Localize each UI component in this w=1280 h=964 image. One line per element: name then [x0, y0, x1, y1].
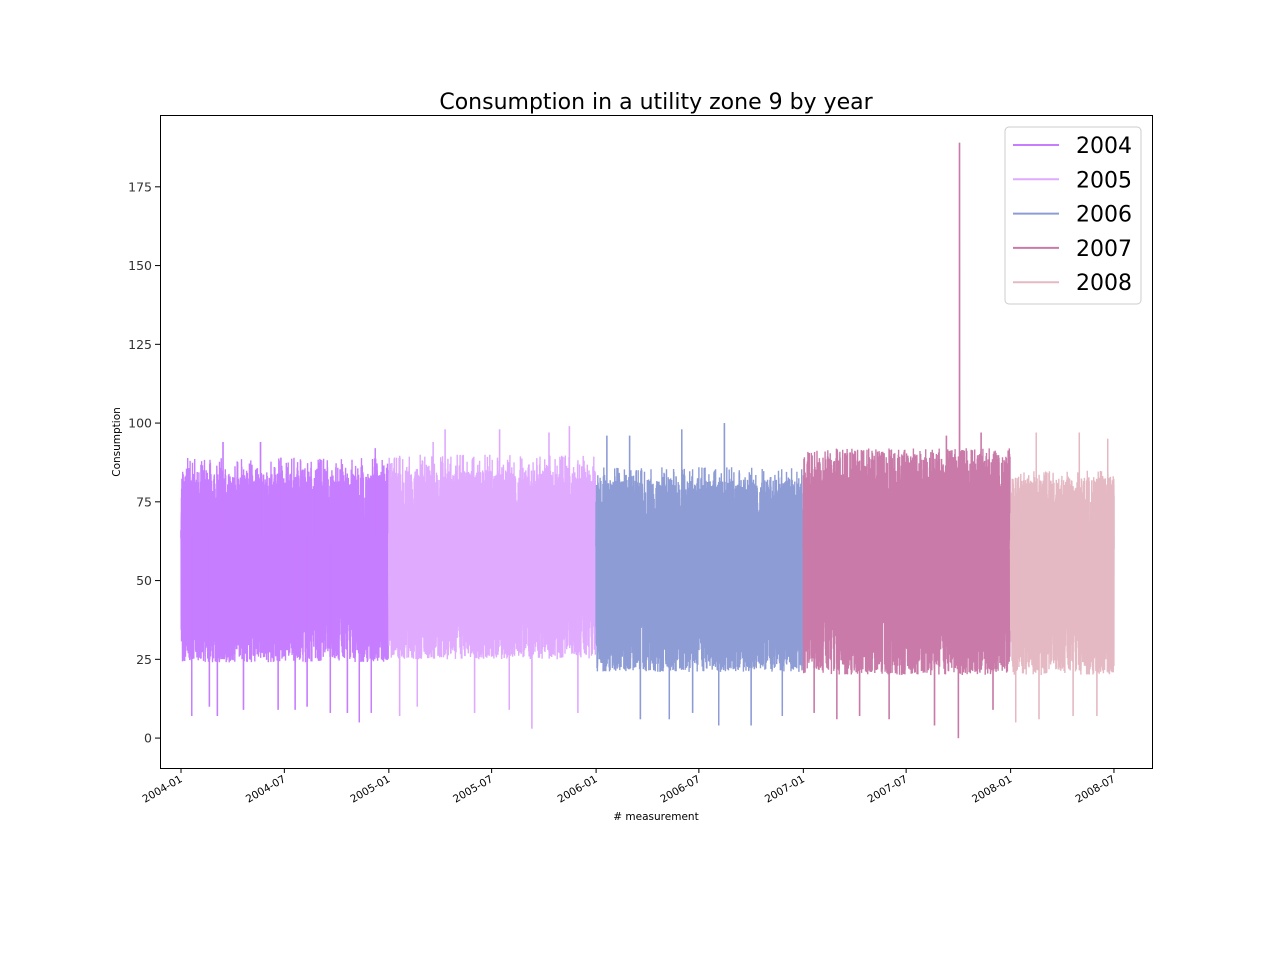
legend-label-2006: 2006: [1076, 203, 1132, 228]
legend-label-2005: 2005: [1076, 168, 1132, 193]
series-line-2004: [180, 441, 390, 723]
series-line-2005: [388, 426, 597, 729]
plot-frame: [160, 115, 1153, 769]
series-2006: [595, 423, 804, 726]
y-tick-label: 50: [136, 573, 152, 588]
legend-label-2004: 2004: [1076, 134, 1132, 159]
series-2004: [180, 441, 390, 723]
series-layer: [180, 142, 1115, 739]
series-2007: [802, 142, 1011, 739]
series-2008: [1009, 432, 1115, 723]
chart-title: Consumption in a utility zone 9 by year: [439, 90, 873, 115]
y-axis: 0 25 50 75 100 125 150 175: [128, 179, 160, 746]
y-tick-label: 125: [128, 337, 152, 352]
series-line-2007: [802, 142, 1011, 739]
y-tick-label: 175: [128, 179, 152, 194]
legend: 2004 2005 2006 2007 2008: [1004, 126, 1142, 305]
y-tick-label: 150: [128, 258, 152, 273]
y-axis-label: Consumption: [111, 407, 123, 477]
legend-box: [1004, 126, 1142, 305]
series-line-2006: [595, 423, 804, 726]
series-2005: [388, 426, 597, 729]
x-axis-label: # measurement: [613, 811, 698, 823]
y-tick-label: 100: [128, 416, 152, 431]
y-tick-label: 25: [136, 652, 152, 667]
y-tick-label: 75: [136, 494, 152, 509]
legend-label-2007: 2007: [1076, 237, 1132, 262]
y-tick-label: 0: [144, 731, 152, 746]
legend-label-2008: 2008: [1076, 271, 1132, 296]
